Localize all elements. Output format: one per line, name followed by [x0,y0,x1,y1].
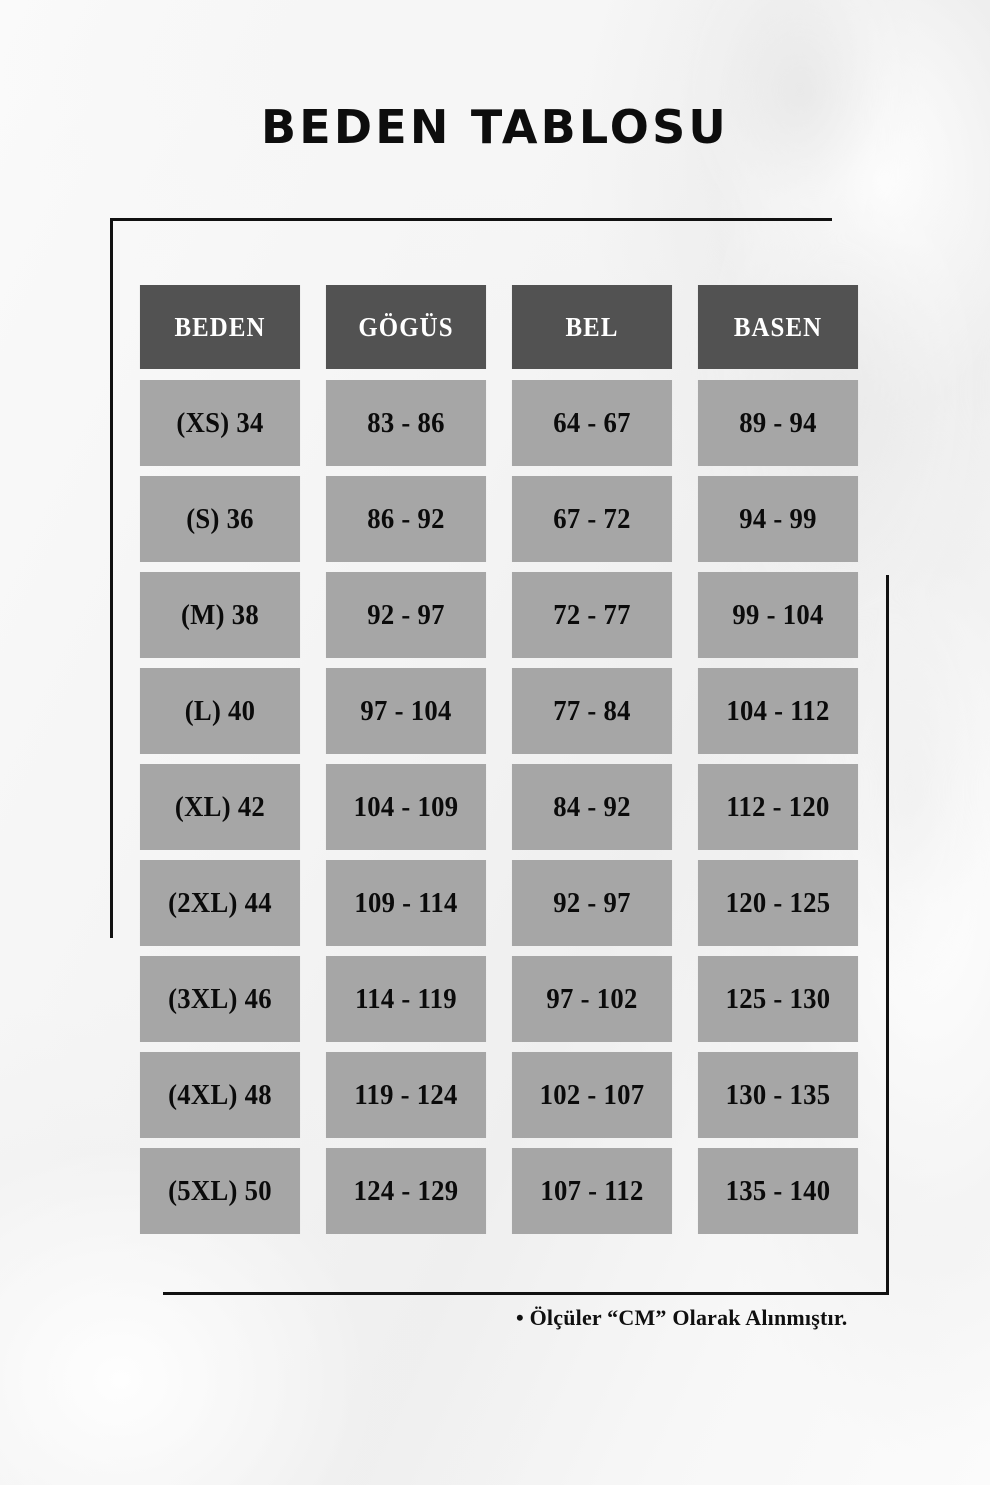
cell-value: 130 - 135 [725,1078,831,1111]
table-header-row: BEDEN GÖGÜS BEL BASEN [133,285,865,369]
cell-hip: 125 - 130 [697,956,859,1042]
cell-waist: 97 - 102 [511,956,673,1042]
cell-value: 77 - 84 [553,694,631,727]
cell-value: 135 - 140 [725,1174,831,1207]
cell-size: (2XL) 44 [139,860,301,946]
cell-waist: 64 - 67 [511,380,673,466]
cell-value: 107 - 112 [540,1174,644,1207]
cell-waist: 107 - 112 [511,1148,673,1234]
cell-value: 109 - 114 [354,886,458,919]
cell-value: (M) 38 [181,598,259,631]
cell-size: (4XL) 48 [139,1052,301,1138]
cell-chest: 97 - 104 [325,668,487,754]
size-table: BEDEN GÖGÜS BEL BASEN (XS) 34 83 - 86 64… [133,285,865,1244]
page-title: BEDEN TABLOSU [261,100,729,154]
table-row: (4XL) 48 119 - 124 102 - 107 130 - 135 [133,1052,865,1138]
cell-value: 102 - 107 [539,1078,645,1111]
cell-value: 72 - 77 [553,598,631,631]
cell-value: 84 - 92 [553,790,631,823]
table-header-cell-beden: BEDEN [139,285,301,369]
frame-line-top [110,218,832,221]
cell-value: 89 - 94 [739,406,817,439]
cell-hip: 89 - 94 [697,380,859,466]
cell-hip: 99 - 104 [697,572,859,658]
cell-size: (S) 36 [139,476,301,562]
cell-size: (3XL) 46 [139,956,301,1042]
cell-value: (5XL) 50 [168,1174,272,1207]
cell-value: 112 - 120 [726,790,830,823]
cell-value: (4XL) 48 [168,1078,272,1111]
measurement-unit-note: • Ölçüler “CM” Olarak Alınmıştır. [516,1305,848,1330]
cell-size: (5XL) 50 [139,1148,301,1234]
header-label: BASEN [733,311,823,342]
table-row: (M) 38 92 - 97 72 - 77 99 - 104 [133,572,865,658]
table-header-cell-basen: BASEN [697,285,859,369]
cell-chest: 124 - 129 [325,1148,487,1234]
cell-size: (XS) 34 [139,380,301,466]
table-row: (XS) 34 83 - 86 64 - 67 89 - 94 [133,380,865,466]
cell-value: 104 - 109 [353,790,459,823]
header-label: BEDEN [174,311,266,342]
cell-value: 94 - 99 [739,502,817,535]
cell-waist: 72 - 77 [511,572,673,658]
header-label: BEL [565,311,619,342]
cell-value: 104 - 112 [726,694,830,727]
header-label: GÖGÜS [358,311,454,342]
cell-value: (XL) 42 [174,790,266,823]
cell-chest: 109 - 114 [325,860,487,946]
cell-value: 64 - 67 [553,406,631,439]
cell-value: 119 - 124 [354,1078,458,1111]
table-header-cell-bel: BEL [511,285,673,369]
cell-waist: 84 - 92 [511,764,673,850]
cell-value: (S) 36 [186,502,254,535]
cell-value: 83 - 86 [367,406,445,439]
cell-size: (XL) 42 [139,764,301,850]
cell-value: 99 - 104 [732,598,824,631]
cell-hip: 94 - 99 [697,476,859,562]
table-row: (5XL) 50 124 - 129 107 - 112 135 - 140 [133,1148,865,1234]
cell-chest: 83 - 86 [325,380,487,466]
table-row: (S) 36 86 - 92 67 - 72 94 - 99 [133,476,865,562]
cell-waist: 77 - 84 [511,668,673,754]
table-row: (3XL) 46 114 - 119 97 - 102 125 - 130 [133,956,865,1042]
frame-line-left [110,218,113,938]
cell-hip: 104 - 112 [697,668,859,754]
cell-chest: 86 - 92 [325,476,487,562]
cell-hip: 112 - 120 [697,764,859,850]
cell-value: (L) 40 [184,694,256,727]
cell-chest: 119 - 124 [325,1052,487,1138]
cell-size: (M) 38 [139,572,301,658]
table-row: (2XL) 44 109 - 114 92 - 97 120 - 125 [133,860,865,946]
cell-chest: 104 - 109 [325,764,487,850]
table-row: (XL) 42 104 - 109 84 - 92 112 - 120 [133,764,865,850]
cell-waist: 67 - 72 [511,476,673,562]
cell-value: (2XL) 44 [168,886,272,919]
cell-value: 92 - 97 [553,886,631,919]
cell-value: (3XL) 46 [168,982,272,1015]
frame-line-right [886,575,889,1295]
cell-value: 114 - 119 [355,982,457,1015]
cell-size: (L) 40 [139,668,301,754]
cell-value: 97 - 102 [546,982,638,1015]
cell-value: 67 - 72 [553,502,631,535]
cell-value: 125 - 130 [725,982,831,1015]
cell-hip: 130 - 135 [697,1052,859,1138]
cell-value: 97 - 104 [360,694,452,727]
cell-hip: 120 - 125 [697,860,859,946]
cell-value: 86 - 92 [367,502,445,535]
cell-chest: 92 - 97 [325,572,487,658]
cell-value: (XS) 34 [176,406,264,439]
frame-line-bottom [163,1292,889,1295]
cell-value: 124 - 129 [353,1174,459,1207]
cell-hip: 135 - 140 [697,1148,859,1234]
table-header-cell-gogus: GÖGÜS [325,285,487,369]
table-row: (L) 40 97 - 104 77 - 84 104 - 112 [133,668,865,754]
cell-value: 120 - 125 [725,886,831,919]
cell-waist: 102 - 107 [511,1052,673,1138]
cell-chest: 114 - 119 [325,956,487,1042]
cell-value: 92 - 97 [367,598,445,631]
cell-waist: 92 - 97 [511,860,673,946]
